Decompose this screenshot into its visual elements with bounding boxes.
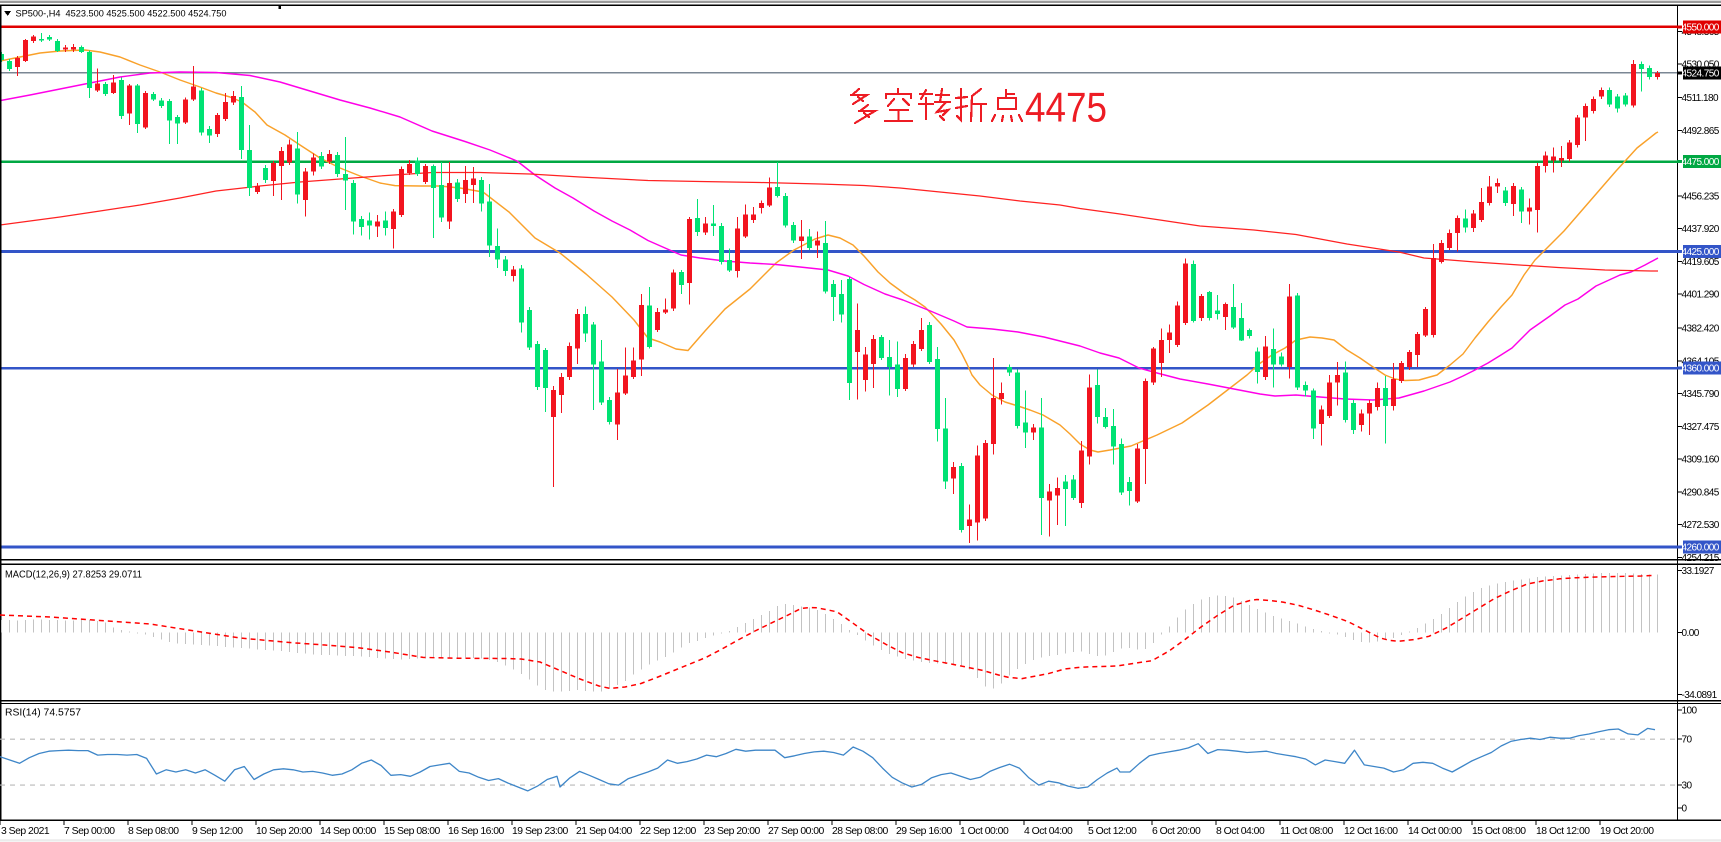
- svg-text:7 Sep 00:00: 7 Sep 00:00: [64, 826, 115, 837]
- svg-text:15 Oct 08:00: 15 Oct 08:00: [1472, 826, 1526, 837]
- svg-text:4419.605: 4419.605: [1682, 257, 1720, 268]
- svg-text:4254.215: 4254.215: [1682, 553, 1720, 564]
- svg-text:22 Sep 12:00: 22 Sep 12:00: [640, 826, 697, 837]
- svg-text:0: 0: [1682, 804, 1688, 815]
- svg-text:4345.790: 4345.790: [1682, 389, 1720, 400]
- svg-text:SP500-,H4 4523.500 4525.500 4: SP500-,H4 4523.500 4525.500 4522.500 452…: [16, 9, 227, 20]
- svg-text:14 Oct 00:00: 14 Oct 00:00: [1408, 826, 1462, 837]
- svg-text:27 Sep 00:00: 27 Sep 00:00: [768, 826, 825, 837]
- svg-text:100: 100: [1682, 706, 1698, 717]
- svg-text:4550.000: 4550.000: [1682, 23, 1720, 34]
- svg-text:4492.865: 4492.865: [1682, 126, 1720, 137]
- svg-text:0.00: 0.00: [1682, 628, 1700, 639]
- svg-text:4 Oct 04:00: 4 Oct 04:00: [1024, 826, 1073, 837]
- svg-text:4475.000: 4475.000: [1682, 157, 1720, 168]
- svg-text:4290.845: 4290.845: [1682, 487, 1720, 498]
- svg-text:8 Sep 08:00: 8 Sep 08:00: [128, 826, 179, 837]
- svg-text:29 Sep 16:00: 29 Sep 16:00: [896, 826, 953, 837]
- svg-text:MACD(12,26,9) 27.8253 29.0711: MACD(12,26,9) 27.8253 29.0711: [5, 570, 142, 581]
- svg-text:28 Sep 08:00: 28 Sep 08:00: [832, 826, 889, 837]
- svg-text:3 Sep 2021: 3 Sep 2021: [1, 826, 50, 837]
- svg-text:70: 70: [1682, 735, 1693, 746]
- svg-text:-34.0891: -34.0891: [1682, 690, 1718, 701]
- svg-text:12 Oct 16:00: 12 Oct 16:00: [1344, 826, 1398, 837]
- svg-text:4272.530: 4272.530: [1682, 520, 1720, 531]
- svg-text:4382.420: 4382.420: [1682, 324, 1720, 335]
- svg-text:4456.235: 4456.235: [1682, 192, 1720, 203]
- svg-text:6 Oct 20:00: 6 Oct 20:00: [1152, 826, 1201, 837]
- svg-text:5 Oct 12:00: 5 Oct 12:00: [1088, 826, 1137, 837]
- svg-text:4524.750: 4524.750: [1682, 69, 1720, 80]
- svg-text:10 Sep 20:00: 10 Sep 20:00: [256, 826, 313, 837]
- svg-text:15 Sep 08:00: 15 Sep 08:00: [384, 826, 441, 837]
- svg-text:1 Oct 00:00: 1 Oct 00:00: [960, 826, 1009, 837]
- svg-text:4530.050: 4530.050: [1682, 59, 1720, 70]
- svg-text:4309.160: 4309.160: [1682, 455, 1720, 466]
- svg-text:4425.000: 4425.000: [1682, 247, 1720, 258]
- svg-text:16 Sep 16:00: 16 Sep 16:00: [448, 826, 505, 837]
- svg-text:4260.000: 4260.000: [1682, 543, 1720, 554]
- svg-text:11 Oct 08:00: 11 Oct 08:00: [1280, 826, 1333, 837]
- svg-text:19 Sep 23:00: 19 Sep 23:00: [512, 826, 569, 837]
- svg-text:4475: 4475: [1025, 84, 1107, 131]
- svg-text:4327.475: 4327.475: [1682, 422, 1720, 433]
- svg-text:33.1927: 33.1927: [1682, 566, 1715, 577]
- svg-text:19 Oct 20:00: 19 Oct 20:00: [1600, 826, 1654, 837]
- svg-text:30: 30: [1682, 781, 1693, 792]
- svg-text:18 Oct 12:00: 18 Oct 12:00: [1536, 826, 1590, 837]
- svg-text:21 Sep 04:00: 21 Sep 04:00: [576, 826, 633, 837]
- svg-text:4401.290: 4401.290: [1682, 290, 1720, 301]
- svg-text:RSI(14) 74.5757: RSI(14) 74.5757: [5, 708, 81, 719]
- svg-text:14 Sep 00:00: 14 Sep 00:00: [320, 826, 377, 837]
- svg-text:23 Sep 20:00: 23 Sep 20:00: [704, 826, 761, 837]
- svg-text:4437.920: 4437.920: [1682, 224, 1720, 235]
- svg-text:9 Sep 12:00: 9 Sep 12:00: [192, 826, 243, 837]
- svg-text:8 Oct 04:00: 8 Oct 04:00: [1216, 826, 1265, 837]
- svg-text:4360.000: 4360.000: [1682, 364, 1720, 375]
- svg-text:4511.180: 4511.180: [1682, 93, 1720, 104]
